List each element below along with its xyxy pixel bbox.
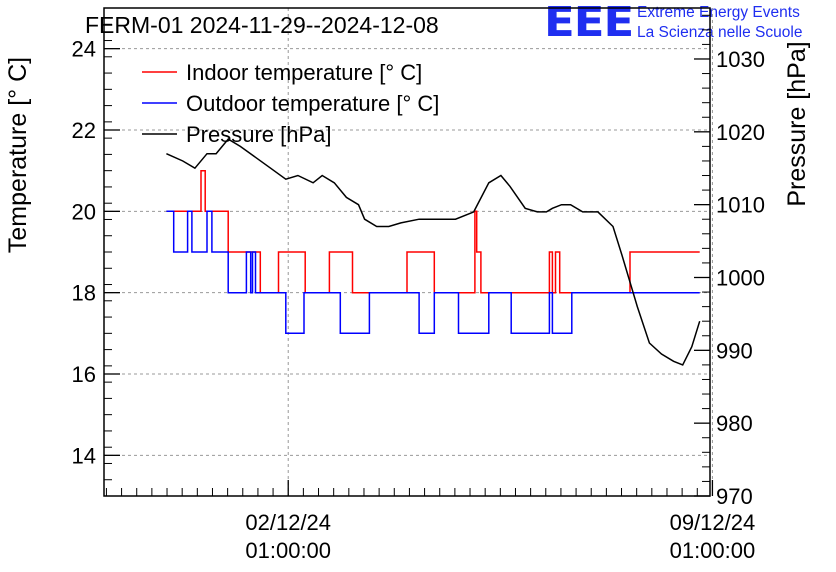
x-tick-time-0: 01:00:00 [245,538,331,563]
left-tick-label-14: 14 [72,443,96,468]
right-tick-label-1030: 1030 [716,47,765,72]
chart-title: FERM-01 2024-11-29--2024-12-08 [85,12,439,38]
legend-label-outdoor: Outdoor temperature [° C] [186,91,439,116]
axes: 14 16 18 20 22 24 970 980 990 1000 1010 1020 1030 02/… [72,7,765,563]
pressure-line [166,138,701,366]
outdoor-temperature-line [166,210,700,335]
legend: Indoor temperature [° C] Outdoor tempera… [142,60,439,147]
indoor-temperature-line [166,169,700,294]
series-layer [166,138,701,366]
right-axis-label: Pressure [hPa] [783,41,811,206]
left-tick-label-24: 24 [72,37,96,62]
left-tick-label-16: 16 [72,362,96,387]
legend-label-indoor: Indoor temperature [° C] [186,60,422,85]
right-tick-label-1020: 1020 [716,120,765,145]
logo-line-2: La Scienza nelle Scuole [637,24,803,41]
right-tick-label-980: 980 [716,411,753,436]
legend-label-pressure: Pressure [hPa] [186,122,332,147]
x-tick-date-0: 02/12/24 [245,510,331,535]
right-tick-label-990: 990 [716,338,753,363]
left-tick-label-20: 20 [72,199,96,224]
right-tick-label-1000: 1000 [716,265,765,290]
x-tick-date-1: 09/12/24 [670,510,756,535]
right-tick-label-1010: 1010 [716,193,765,218]
left-tick-label-18: 18 [72,281,96,306]
left-tick-label-22: 22 [72,118,96,143]
right-tick-label-970: 970 [716,484,753,509]
x-tick-time-1: 01:00:00 [670,538,756,563]
left-axis-label: Temperature [° C] [4,57,32,253]
